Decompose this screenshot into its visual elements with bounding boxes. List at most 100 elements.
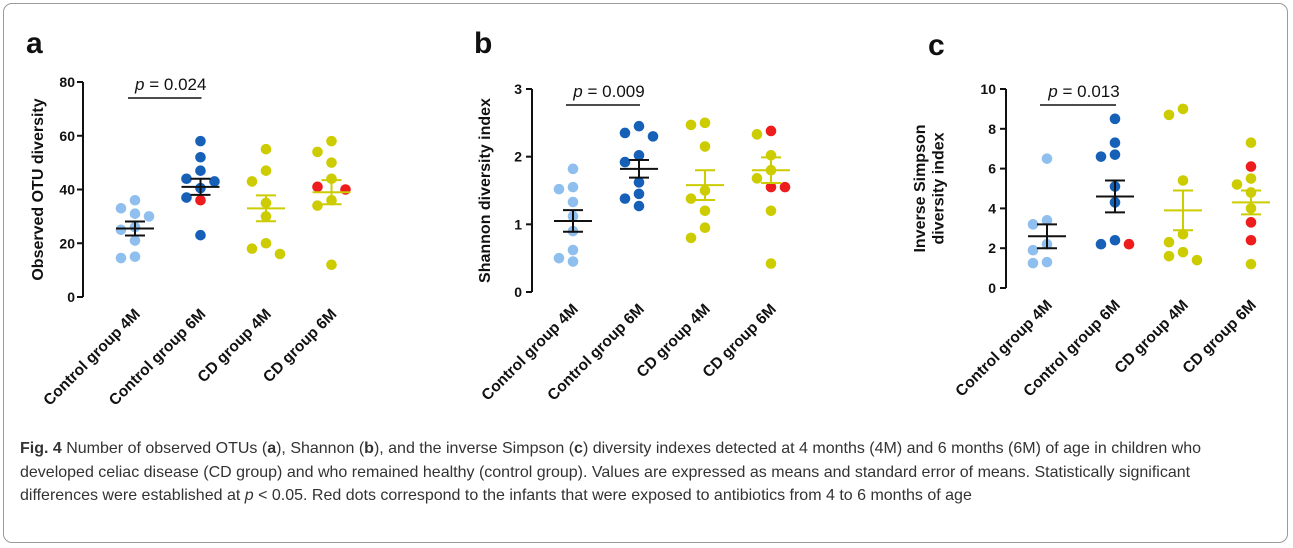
significance-p-value: = 0.024 [145,75,207,94]
figure-frame [3,3,1288,543]
data-point [260,143,272,155]
y-axis-label-line: diversity index [931,132,948,244]
data-point [1163,236,1175,248]
y-tick-label: 2 [514,149,522,165]
data-point [326,259,337,271]
significance-p-value: = 0.009 [583,82,645,101]
y-tick-label: 3 [514,81,522,97]
data-point [312,146,323,158]
data-point [1177,246,1189,258]
data-point [1109,234,1121,246]
data-point [274,248,286,260]
data-point [1177,228,1189,240]
caption-ref-b: b [364,440,374,457]
data-point [751,173,763,184]
data-point [1027,257,1039,269]
data-point [633,200,645,212]
y-tick-label: 60 [59,128,75,144]
data-point [1177,175,1189,186]
data-point [1027,244,1039,256]
data-point [699,117,711,129]
data-point [326,173,337,185]
caption-p-symbol: p [244,487,254,504]
data-point [195,229,206,241]
y-tick-label: 8 [988,121,996,137]
data-point [1245,173,1257,184]
y-tick-label: 0 [514,284,522,300]
data-point [1231,179,1243,190]
significance-p-symbol: p [1047,82,1057,101]
data-point [129,208,141,219]
caption-text-3: ), and the inverse Simpson ( [373,440,575,457]
data-point [129,235,141,246]
data-point [1109,149,1121,160]
y-axis-label: Inverse Simpsondiversity index [912,124,947,252]
data-point [1027,219,1039,230]
data-point [699,222,711,234]
data-point-antibiotic [340,184,351,195]
data-point-antibiotic [1245,234,1257,246]
data-point-antibiotic [1245,217,1257,228]
data-point [553,252,565,264]
data-point [619,127,631,139]
data-point [567,163,579,175]
data-point [1163,250,1175,262]
significance-p-value: = 0.013 [1058,82,1120,101]
caption-text-1: Number of observed OTUs ( [61,440,268,457]
data-point [260,165,272,176]
data-point [1177,103,1189,115]
caption-text-5: < 0.05. Red dots correspond to the infan… [253,487,972,504]
data-point [553,183,565,195]
y-tick-label: 0 [988,280,996,296]
y-tick-label: 0 [67,289,75,305]
data-point [129,251,141,262]
y-axis-label-line: Inverse Simpson [912,124,929,252]
data-point-antibiotic [779,181,791,193]
data-point-antibiotic [1123,238,1135,250]
y-tick-label: 80 [59,74,75,90]
data-point [181,173,192,185]
data-point [633,177,645,188]
significance-label: p = 0.024 [134,75,206,94]
chart-panel-c: c Inverse Simpsondiversity index 0 2 4 6 8 10 p … [912,29,1270,400]
y-tick-label: 2 [988,240,996,256]
data-point [246,176,258,187]
data-point-antibiotic [195,194,206,206]
data-point [326,135,337,147]
significance-p-symbol: p [572,82,582,101]
data-point [1245,258,1257,270]
data-point [1041,153,1053,164]
data-point [129,194,141,206]
data-point [326,157,337,168]
data-point [567,181,579,193]
data-point [619,193,631,204]
chart-panel-a: a Observed OTU diversity 0 20 40 60 80 p = 0.02… [26,27,351,409]
caption-fig-label: Fig. 4 [20,440,62,457]
data-point [1109,137,1121,149]
data-point [699,205,711,217]
data-point [1245,137,1257,149]
y-tick-label: 20 [59,235,75,251]
data-point [115,203,127,214]
y-axis-label: Shannon diversity index [477,98,494,283]
data-point [619,156,631,168]
y-tick-label: 10 [980,81,996,97]
data-point [246,243,258,254]
data-point-antibiotic [312,181,323,193]
data-point [1109,113,1121,125]
data-point [647,131,659,142]
data-point-antibiotic [1245,161,1257,172]
caption-ref-a: a [267,440,277,457]
data-point [195,135,206,147]
panel-letter-c: c [928,29,945,62]
data-point [209,176,220,187]
caption-text-4: ) diversity indexes detected at 4 months… [20,440,1202,504]
data-point-antibiotic [765,125,777,137]
data-point [685,119,697,131]
data-point [195,151,206,163]
data-point [1095,151,1107,162]
y-tick-label: 1 [514,216,522,232]
data-point [685,193,697,204]
